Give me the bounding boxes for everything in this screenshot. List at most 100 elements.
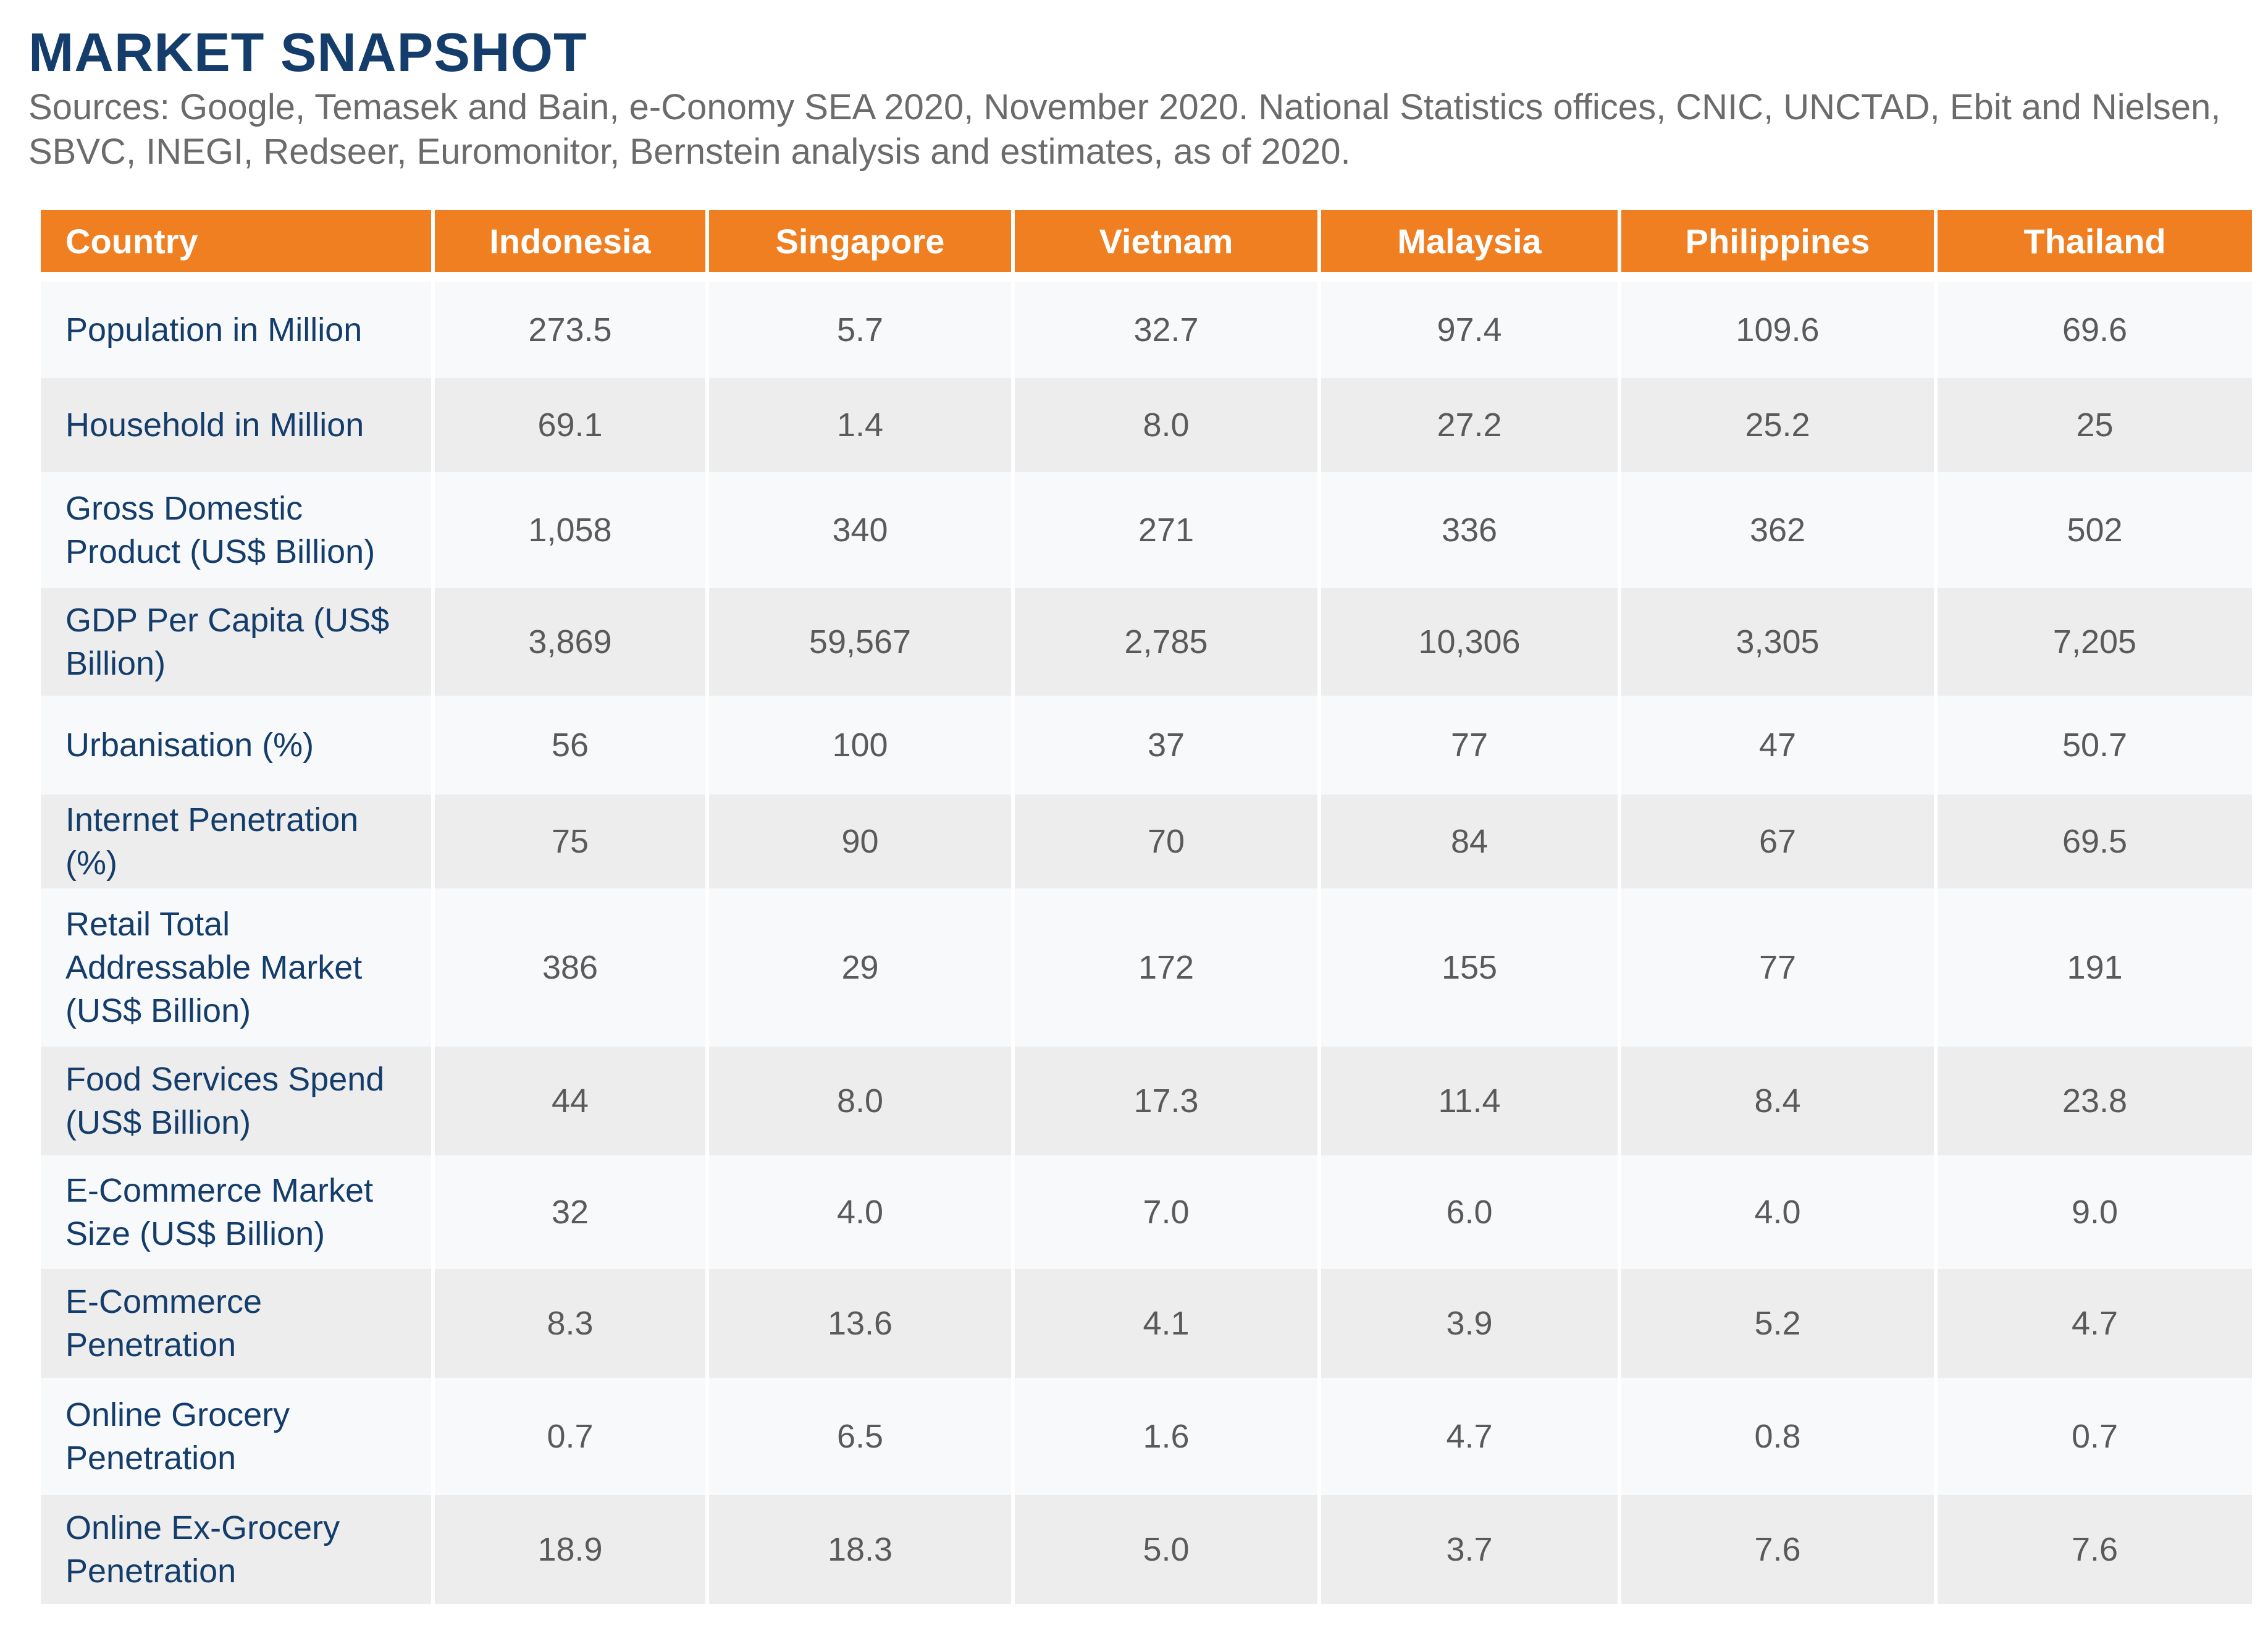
table-cell: 4.0	[1621, 1155, 1934, 1269]
table-cell: 4.7	[1321, 1378, 1618, 1495]
table-row: Population in Million 273.5 5.7 32.7 97.…	[41, 282, 2252, 378]
table-cell: 8.0	[709, 1047, 1011, 1155]
table-cell: 3,305	[1621, 588, 1934, 696]
table-cell: 502	[1938, 472, 2252, 588]
table-cell: 90	[709, 795, 1011, 888]
table-cell: 77	[1321, 696, 1618, 795]
row-label: Food Services Spend (US$ Billion)	[41, 1047, 431, 1155]
table-cell: 3.7	[1321, 1495, 1618, 1604]
table-cell: 27.2	[1321, 378, 1618, 472]
table-cell: 18.3	[709, 1495, 1011, 1604]
table-cell: 25	[1938, 378, 2252, 472]
table-cell: 84	[1321, 795, 1618, 888]
header-vietnam: Vietnam	[1015, 210, 1317, 282]
table-cell: 7.6	[1938, 1495, 2252, 1604]
table-cell: 3,869	[435, 588, 705, 696]
table-row: E-Commerce Market Size (US$ Billion) 32 …	[41, 1155, 2252, 1269]
row-label: E-Commerce Penetration	[41, 1269, 431, 1378]
table-cell: 386	[435, 888, 705, 1047]
table-cell: 8.0	[1015, 378, 1317, 472]
header-malaysia: Malaysia	[1321, 210, 1618, 282]
table-cell: 340	[709, 472, 1011, 588]
table-cell: 23.8	[1938, 1047, 2252, 1155]
table-cell: 29	[709, 888, 1011, 1047]
row-label: GDP Per Capita (US$ Billion)	[41, 588, 431, 696]
table-cell: 109.6	[1621, 282, 1934, 378]
table-cell: 75	[435, 795, 705, 888]
table-cell: 4.1	[1015, 1269, 1317, 1378]
sources-note: Sources: Google, Temasek and Bain, e-Con…	[28, 87, 2221, 172]
table-cell: 13.6	[709, 1269, 1011, 1378]
table-cell: 172	[1015, 888, 1317, 1047]
header-thailand: Thailand	[1938, 210, 2252, 282]
table-cell: 25.2	[1621, 378, 1934, 472]
header-singapore: Singapore	[709, 210, 1011, 282]
table-cell: 32	[435, 1155, 705, 1269]
row-label: Urbanisation (%)	[41, 696, 431, 795]
table-header-row: Country Indonesia Singapore Vietnam Mala…	[41, 210, 2252, 282]
table-cell: 69.5	[1938, 795, 2252, 888]
table-row: Household in Million 69.1 1.4 8.0 27.2 2…	[41, 378, 2252, 472]
table-cell: 4.7	[1938, 1269, 2252, 1378]
table-row: Internet Penetration (%) 75 90 70 84 67 …	[41, 795, 2252, 888]
row-label: Retail Total Addressable Market (US$ Bil…	[41, 888, 431, 1047]
table-cell: 6.5	[709, 1378, 1011, 1495]
table-row: Retail Total Addressable Market (US$ Bil…	[41, 888, 2252, 1047]
row-label: Online Ex-Grocery Penetration	[41, 1495, 431, 1604]
table-row: Gross Domestic Product (US$ Billion) 1,0…	[41, 472, 2252, 588]
table-row: GDP Per Capita (US$ Billion) 3,869 59,56…	[41, 588, 2252, 696]
table-row: Food Services Spend (US$ Billion) 44 8.0…	[41, 1047, 2252, 1155]
table-cell: 7,205	[1938, 588, 2252, 696]
table-cell: 97.4	[1321, 282, 1618, 378]
row-label: Online Grocery Penetration	[41, 1378, 431, 1495]
table-cell: 271	[1015, 472, 1317, 588]
table-cell: 0.8	[1621, 1378, 1934, 1495]
table-row: Online Grocery Penetration 0.7 6.5 1.6 4…	[41, 1378, 2252, 1495]
table-cell: 69.1	[435, 378, 705, 472]
table-row: Urbanisation (%) 56 100 37 77 47 50.7	[41, 696, 2252, 795]
table-cell: 3.9	[1321, 1269, 1618, 1378]
table-cell: 56	[435, 696, 705, 795]
table-cell: 1.4	[709, 378, 1011, 472]
table-cell: 18.9	[435, 1495, 705, 1604]
table-cell: 67	[1621, 795, 1934, 888]
table-cell: 362	[1621, 472, 1934, 588]
row-label: E-Commerce Market Size (US$ Billion)	[41, 1155, 431, 1269]
table-cell: 44	[435, 1047, 705, 1155]
table-cell: 336	[1321, 472, 1618, 588]
table-cell: 0.7	[1938, 1378, 2252, 1495]
table-cell: 47	[1621, 696, 1934, 795]
table-row: Online Ex-Grocery Penetration 18.9 18.3 …	[41, 1495, 2252, 1604]
table-cell: 32.7	[1015, 282, 1317, 378]
table-cell: 273.5	[435, 282, 705, 378]
row-label: Gross Domestic Product (US$ Billion)	[41, 472, 431, 588]
table-cell: 1,058	[435, 472, 705, 588]
table-cell: 59,567	[709, 588, 1011, 696]
table-cell: 0.7	[435, 1378, 705, 1495]
row-label: Household in Million	[41, 378, 431, 472]
table-cell: 4.0	[709, 1155, 1011, 1269]
table-cell: 2,785	[1015, 588, 1317, 696]
header-indonesia: Indonesia	[435, 210, 705, 282]
table-cell: 8.3	[435, 1269, 705, 1378]
row-label: Population in Million	[41, 282, 431, 378]
table-cell: 17.3	[1015, 1047, 1317, 1155]
table-cell: 50.7	[1938, 696, 2252, 795]
table-cell: 69.6	[1938, 282, 2252, 378]
table-cell: 5.0	[1015, 1495, 1317, 1604]
table-cell: 5.7	[709, 282, 1011, 378]
header-country: Country	[41, 210, 431, 282]
table-cell: 1.6	[1015, 1378, 1317, 1495]
table-cell: 11.4	[1321, 1047, 1618, 1155]
page-title: MARKET SNAPSHOT	[28, 22, 587, 83]
table-cell: 6.0	[1321, 1155, 1618, 1269]
market-snapshot-table: Country Indonesia Singapore Vietnam Mala…	[37, 210, 2256, 1604]
table-cell: 7.6	[1621, 1495, 1934, 1604]
table-cell: 100	[709, 696, 1011, 795]
table-cell: 37	[1015, 696, 1317, 795]
table-cell: 9.0	[1938, 1155, 2252, 1269]
table-cell: 5.2	[1621, 1269, 1934, 1378]
table-row: E-Commerce Penetration 8.3 13.6 4.1 3.9 …	[41, 1269, 2252, 1378]
header-philippines: Philippines	[1621, 210, 1934, 282]
table-cell: 155	[1321, 888, 1618, 1047]
